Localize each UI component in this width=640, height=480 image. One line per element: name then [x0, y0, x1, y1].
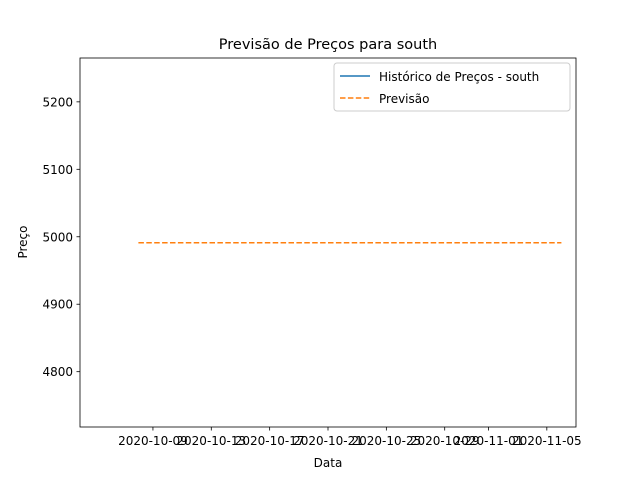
x-axis-ticks: 2020-10-092020-10-132020-10-172020-10-21… — [118, 427, 582, 448]
x-axis-label: Data — [314, 456, 343, 470]
x-tick-label: 2020-10-13 — [176, 434, 246, 448]
y-tick-label: 5200 — [42, 95, 73, 109]
legend-label-forecast: Previsão — [379, 92, 429, 106]
y-tick-label: 5100 — [42, 163, 73, 177]
plot-frame — [79, 57, 577, 428]
y-tick-label: 5000 — [42, 230, 73, 244]
legend-label-historical: Histórico de Preços - south — [379, 70, 539, 84]
y-tick-label: 4800 — [42, 365, 73, 379]
x-tick-label: 2020-11-05 — [512, 434, 582, 448]
x-tick-label: 2020-10-21 — [293, 434, 363, 448]
x-tick-label: 2020-10-25 — [351, 434, 421, 448]
legend-box — [333, 62, 571, 112]
x-tick-label: 2020-10-17 — [235, 434, 305, 448]
x-tick-label: 2020-10-09 — [118, 434, 188, 448]
x-tick-label: 2020-11-01 — [454, 434, 524, 448]
legend: Histórico de Preços - south Previsão — [333, 62, 571, 112]
y-axis-label: Preço — [16, 225, 30, 258]
y-tick-label: 4900 — [42, 298, 73, 312]
y-axis-ticks: 4800 4900 5000 5100 5200 — [42, 95, 80, 379]
x-tick-label: 2020-10-29 — [410, 434, 480, 448]
chart-title: Previsão de Preços para south — [219, 37, 437, 53]
